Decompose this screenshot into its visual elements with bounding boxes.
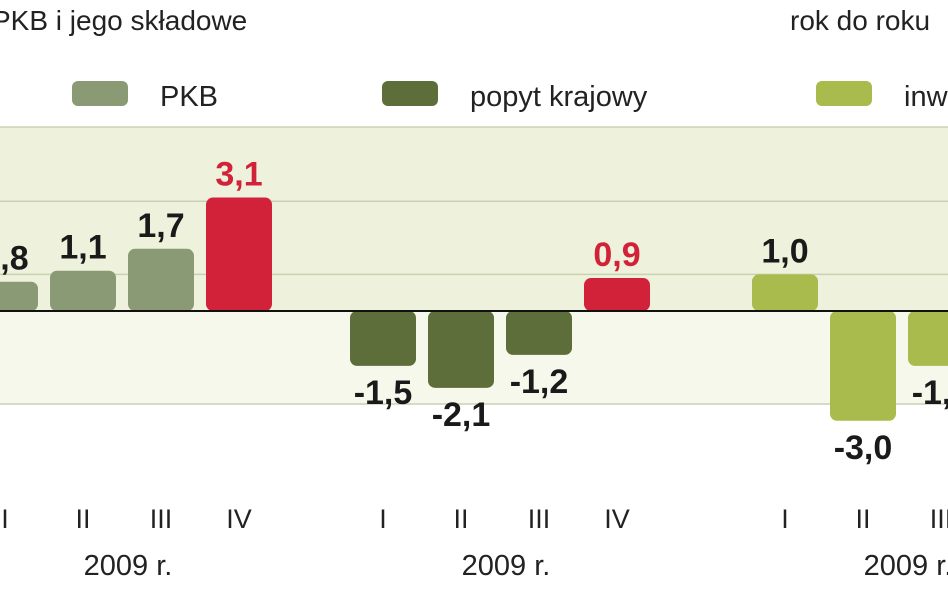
category-tick-label: I xyxy=(379,504,387,534)
legend-label: inw xyxy=(904,81,948,113)
bar xyxy=(50,270,116,311)
chart-title: PKB i jego składowe xyxy=(0,5,247,36)
category-tick-label: I xyxy=(781,504,789,534)
bar-value-label: -3,0 xyxy=(834,429,893,467)
legend-label: popyt krajowy xyxy=(470,81,648,113)
bar xyxy=(128,248,194,311)
category-tick-label: IV xyxy=(226,504,252,534)
bar-value-label: -2,1 xyxy=(432,396,491,434)
data-labels: 0,8 1,1 1,7 3,1 -1,5 -2,1 -1,2 0,9 1,0 -3,0 -1,5 xyxy=(0,156,948,467)
legend-label: PKB xyxy=(160,81,218,113)
bar xyxy=(428,311,494,388)
bar xyxy=(584,278,650,311)
bar xyxy=(506,311,572,355)
bar-value-label: -1,2 xyxy=(510,363,569,401)
year-label: 2009 r. xyxy=(462,550,551,582)
bar-value-label: 0,9 xyxy=(593,236,640,274)
category-tick-label: II xyxy=(855,504,870,534)
legend-swatch xyxy=(382,81,438,106)
bar-value-label: -1,5 xyxy=(354,374,413,412)
bar xyxy=(908,311,948,366)
bar-groups xyxy=(0,197,948,421)
legend-swatch xyxy=(816,81,872,106)
bar-value-label: 3,1 xyxy=(215,156,262,194)
bar xyxy=(752,274,818,311)
category-tick-label: IV xyxy=(604,504,630,534)
bar-value-label: -1,5 xyxy=(912,374,948,412)
bar xyxy=(830,311,896,421)
legend: PKB popyt krajowy inw xyxy=(72,81,948,113)
bar xyxy=(350,311,416,366)
bar-value-label: 0,8 xyxy=(0,240,29,278)
category-tick-label: III xyxy=(930,504,948,534)
bar xyxy=(0,281,38,311)
bar-value-label: 1,1 xyxy=(59,229,106,267)
bar-value-label: 1,0 xyxy=(761,232,808,270)
category-tick-label: II xyxy=(75,504,90,534)
category-tick-label: II xyxy=(453,504,468,534)
category-tick-label: I xyxy=(1,504,9,534)
category-tick-label: III xyxy=(528,504,551,534)
year-label: 2009 r. xyxy=(84,550,173,582)
category-tick-label: III xyxy=(150,504,173,534)
bar xyxy=(206,197,272,311)
bar-value-label: 1,7 xyxy=(137,207,184,245)
chart-subtitle: rok do roku xyxy=(790,5,930,36)
year-label: 2009 r. xyxy=(864,550,948,582)
legend-swatch xyxy=(72,81,128,106)
